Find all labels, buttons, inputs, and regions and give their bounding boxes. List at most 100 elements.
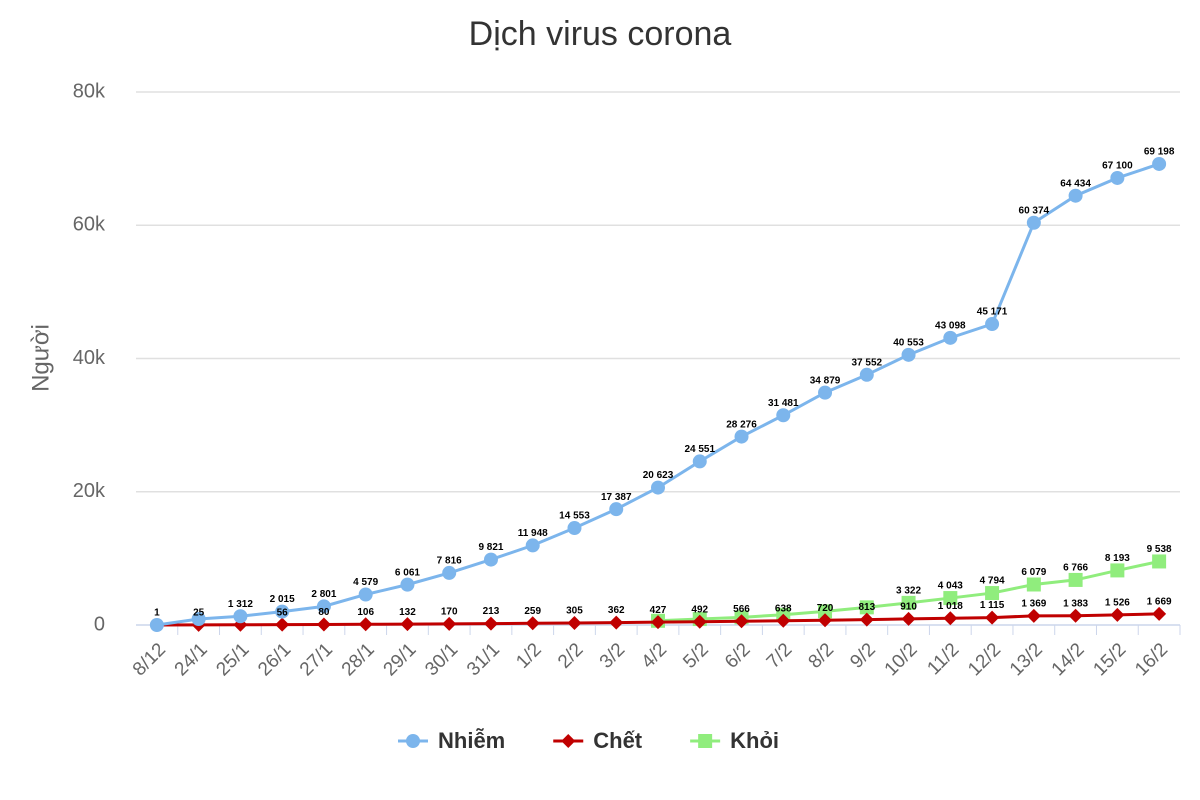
data-label: 11 948	[518, 528, 548, 539]
x-tick-label: 30/1	[421, 639, 462, 680]
x-tick-label: 27/1	[296, 639, 337, 680]
data-label: 1 669	[1147, 597, 1172, 608]
x-tick-label: 16/2	[1131, 639, 1172, 680]
data-point	[1026, 608, 1041, 623]
data-label: 362	[608, 605, 625, 616]
data-label: 213	[483, 606, 500, 617]
x-tick-label: 24/1	[171, 639, 212, 680]
data-label: 80	[318, 607, 330, 618]
x-tick-label: 8/12	[129, 639, 170, 680]
data-label: 17 387	[601, 492, 632, 503]
x-tick-label: 29/1	[380, 639, 421, 680]
y-tick-label: 20k	[73, 480, 106, 502]
data-point	[943, 591, 958, 606]
y-tick-label: 80k	[73, 80, 106, 102]
data-point	[859, 600, 874, 615]
data-label: 1	[154, 608, 160, 619]
x-tick-label: 1/2	[512, 639, 546, 673]
data-point	[985, 586, 1000, 601]
data-point	[316, 617, 331, 632]
data-label: 4 794	[980, 576, 1005, 587]
data-point	[1152, 554, 1167, 569]
data-point	[818, 613, 833, 628]
data-point	[358, 617, 373, 632]
legend-item: Khỏi	[690, 728, 779, 753]
x-tick-label: 28/1	[338, 639, 379, 680]
data-point	[483, 616, 498, 631]
data-point	[985, 317, 1000, 332]
data-point	[692, 614, 707, 629]
data-label: 34 879	[810, 375, 841, 386]
data-point	[1068, 572, 1083, 587]
data-label: 1 018	[938, 601, 963, 612]
x-tick-label: 31/1	[463, 639, 504, 680]
legend-marker	[406, 734, 420, 748]
data-label: 720	[817, 603, 834, 614]
x-tick-label: 14/2	[1048, 639, 1089, 680]
data-label: 4 579	[353, 577, 378, 588]
data-label: 64 434	[1060, 178, 1091, 189]
data-point	[1152, 606, 1167, 621]
data-point	[1110, 607, 1125, 622]
data-point	[1110, 170, 1125, 185]
x-tick-label: 5/2	[679, 639, 713, 673]
data-label: 67 100	[1102, 161, 1133, 172]
data-label: 69 198	[1144, 147, 1175, 158]
data-label: 2 015	[270, 594, 295, 605]
data-point	[734, 614, 749, 629]
data-point	[818, 604, 833, 619]
x-tick-label: 13/2	[1006, 639, 1047, 680]
legend-marker	[561, 734, 576, 748]
data-point	[651, 480, 665, 495]
data-point	[1026, 215, 1041, 230]
data-point	[442, 616, 457, 631]
x-tick-label: 7/2	[763, 639, 797, 673]
data-point	[275, 604, 290, 619]
x-tick-label: 12/2	[964, 639, 1005, 680]
legend-label: Nhiễm	[438, 728, 505, 753]
data-point	[1026, 577, 1041, 592]
data-label: 170	[441, 607, 458, 618]
data-label: 6 079	[1021, 567, 1046, 578]
chart-title: Dịch virus corona	[469, 15, 732, 53]
y-axis-label: Người	[27, 324, 54, 392]
x-tick-label: 10/2	[881, 639, 922, 680]
y-tick-label: 0	[94, 613, 105, 635]
data-point	[859, 612, 874, 627]
data-point	[943, 330, 958, 345]
data-label: 1 312	[228, 599, 253, 610]
data-point	[776, 613, 791, 628]
data-point	[567, 615, 582, 630]
data-labels: 3 322 4 043 4 794 6 079 6 766 8 193 9 538 25 56 8…	[154, 147, 1175, 619]
data-label: 1 115	[980, 600, 1005, 611]
x-tick-label: 2/2	[554, 639, 588, 673]
data-label: 56	[277, 607, 289, 618]
x-tick-label: 25/1	[212, 639, 253, 680]
data-label: 40 553	[893, 337, 924, 348]
data-label: 1 383	[1063, 598, 1088, 609]
legend-label: Chết	[593, 728, 643, 753]
data-point	[442, 565, 457, 580]
data-point	[567, 521, 582, 536]
data-label: 28 276	[726, 419, 757, 430]
data-label: 9 821	[478, 542, 503, 553]
data-label: 259	[524, 606, 541, 617]
data-point	[316, 599, 331, 614]
data-point	[901, 611, 916, 626]
data-label: 1 369	[1021, 599, 1046, 610]
data-point	[191, 612, 206, 627]
legend-item: Chết	[553, 728, 643, 753]
data-label: 37 552	[852, 357, 883, 368]
x-tick-label: 3/2	[596, 639, 630, 673]
x-tick-label: 15/2	[1089, 639, 1130, 680]
data-point	[275, 617, 290, 632]
x-tick-label: 11/2	[923, 639, 963, 679]
data-point	[734, 429, 749, 444]
data-point	[1068, 188, 1083, 203]
data-label: 910	[900, 602, 917, 613]
data-label: 60 374	[1019, 205, 1050, 216]
data-label: 14 553	[559, 511, 590, 522]
data-point	[776, 408, 791, 423]
data-point	[525, 538, 540, 553]
data-label: 8 193	[1105, 553, 1130, 564]
